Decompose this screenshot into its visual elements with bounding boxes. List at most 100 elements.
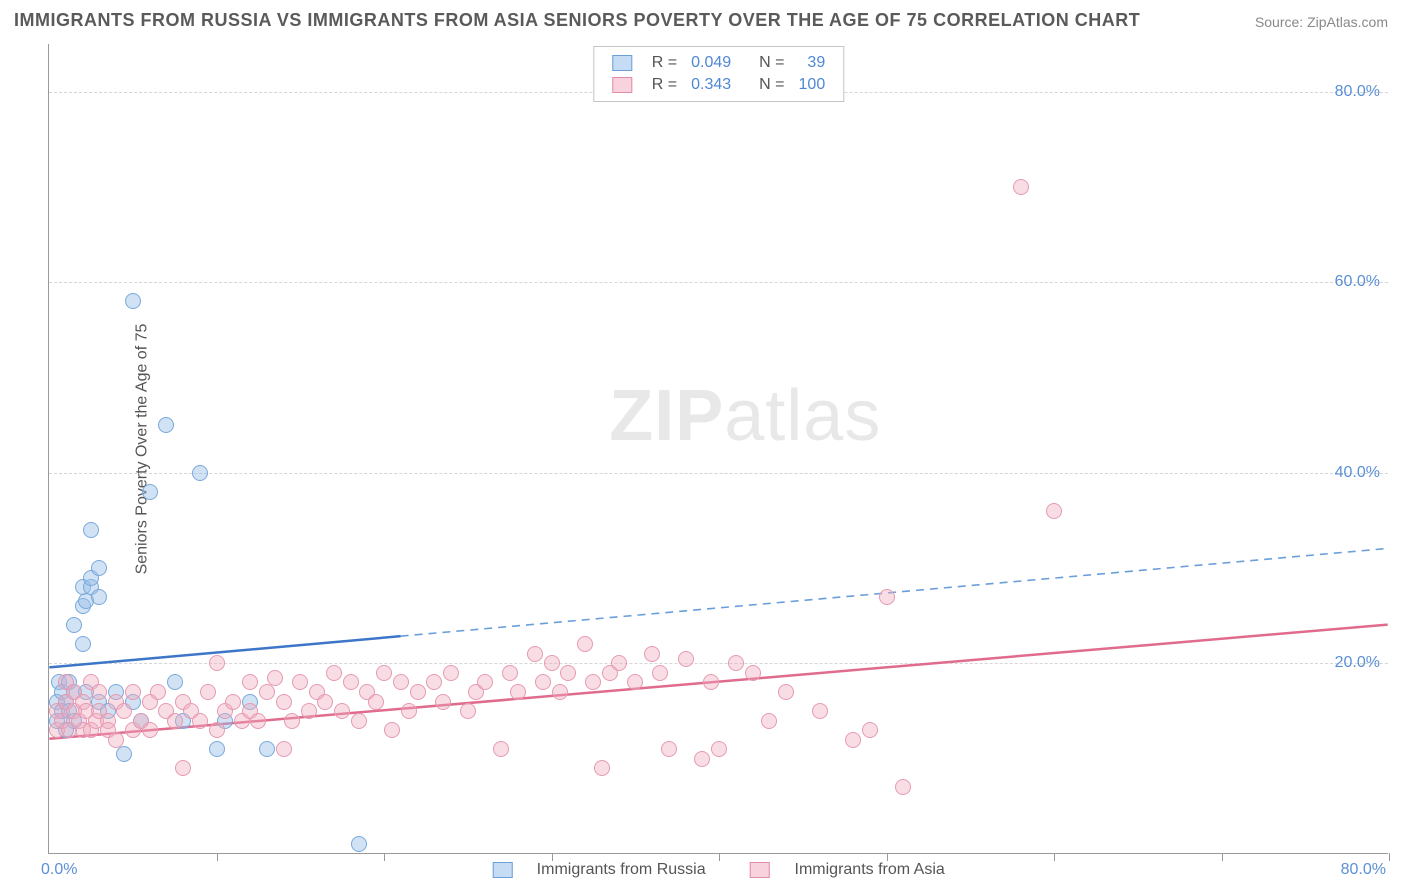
scatter-point-russia bbox=[91, 589, 107, 605]
scatter-point-russia bbox=[125, 293, 141, 309]
scatter-point-asia bbox=[426, 674, 442, 690]
scatter-point-asia bbox=[125, 684, 141, 700]
scatter-point-asia bbox=[661, 741, 677, 757]
scatter-point-asia bbox=[376, 665, 392, 681]
scatter-point-asia bbox=[91, 684, 107, 700]
scatter-point-asia bbox=[895, 779, 911, 795]
scatter-point-asia bbox=[745, 665, 761, 681]
x-tick bbox=[719, 853, 720, 861]
watermark: ZIPatlas bbox=[609, 375, 881, 457]
x-tick bbox=[1054, 853, 1055, 861]
x-tick bbox=[1222, 853, 1223, 861]
scatter-point-asia bbox=[527, 646, 543, 662]
scatter-point-asia bbox=[250, 713, 266, 729]
r-label: R = bbox=[646, 75, 683, 95]
x-tick bbox=[1389, 853, 1390, 861]
scatter-point-asia bbox=[862, 722, 878, 738]
swatch-blue-icon bbox=[612, 55, 632, 71]
source-label: Source: bbox=[1255, 14, 1303, 30]
r-value-asia: 0.343 bbox=[685, 75, 737, 95]
source-attribution: Source: ZipAtlas.com bbox=[1255, 14, 1388, 30]
scatter-point-asia bbox=[276, 741, 292, 757]
gridline bbox=[49, 473, 1388, 474]
scatter-point-asia bbox=[259, 684, 275, 700]
scatter-point-asia bbox=[351, 713, 367, 729]
scatter-point-russia bbox=[142, 484, 158, 500]
legend-item-asia: Immigrants from Asia bbox=[740, 861, 955, 878]
scatter-point-asia bbox=[678, 651, 694, 667]
scatter-point-asia bbox=[209, 655, 225, 671]
scatter-point-asia bbox=[292, 674, 308, 690]
scatter-point-asia bbox=[585, 674, 601, 690]
scatter-point-russia bbox=[209, 741, 225, 757]
n-label: N = bbox=[753, 53, 790, 73]
scatter-point-russia bbox=[116, 746, 132, 762]
scatter-point-russia bbox=[158, 417, 174, 433]
legend-label-russia: Immigrants from Russia bbox=[537, 861, 706, 878]
legend-item-russia: Immigrants from Russia bbox=[482, 861, 720, 878]
scatter-point-asia bbox=[150, 684, 166, 700]
scatter-point-asia bbox=[443, 665, 459, 681]
scatter-point-asia bbox=[703, 674, 719, 690]
scatter-point-asia bbox=[594, 760, 610, 776]
watermark-zip: ZIP bbox=[609, 376, 724, 456]
scatter-point-asia bbox=[301, 703, 317, 719]
x-tick bbox=[887, 853, 888, 861]
swatch-pink-icon bbox=[750, 862, 770, 878]
x-tick bbox=[217, 853, 218, 861]
y-tick-label: 60.0% bbox=[1335, 273, 1380, 291]
watermark-atlas: atlas bbox=[724, 376, 881, 456]
r-label: R = bbox=[646, 53, 683, 73]
y-tick-label: 80.0% bbox=[1335, 83, 1380, 101]
y-tick-label: 40.0% bbox=[1335, 464, 1380, 482]
scatter-point-asia bbox=[627, 674, 643, 690]
correlation-legend: R = 0.049 N = 39 R = 0.343 N = 100 bbox=[593, 46, 844, 102]
scatter-point-asia bbox=[317, 694, 333, 710]
trend-lines bbox=[49, 44, 1388, 853]
scatter-point-asia bbox=[175, 760, 191, 776]
x-tick bbox=[552, 853, 553, 861]
scatter-point-asia bbox=[209, 722, 225, 738]
scatter-point-asia bbox=[493, 741, 509, 757]
scatter-point-asia bbox=[552, 684, 568, 700]
scatter-point-russia bbox=[66, 617, 82, 633]
swatch-pink-icon bbox=[612, 77, 632, 93]
scatter-point-asia bbox=[728, 655, 744, 671]
plot-area: ZIPatlas Seniors Poverty Over the Age of… bbox=[48, 44, 1388, 854]
scatter-point-asia bbox=[1013, 179, 1029, 195]
y-axis-title: Seniors Poverty Over the Age of 75 bbox=[133, 323, 151, 574]
scatter-point-russia bbox=[351, 836, 367, 852]
scatter-point-asia bbox=[812, 703, 828, 719]
scatter-point-asia bbox=[544, 655, 560, 671]
scatter-point-asia bbox=[652, 665, 668, 681]
scatter-point-russia bbox=[75, 636, 91, 652]
scatter-point-asia bbox=[384, 722, 400, 738]
scatter-point-asia bbox=[276, 694, 292, 710]
scatter-point-asia bbox=[1046, 503, 1062, 519]
scatter-point-asia bbox=[694, 751, 710, 767]
chart-title: IMMIGRANTS FROM RUSSIA VS IMMIGRANTS FRO… bbox=[14, 10, 1140, 31]
trendline-ext-russia bbox=[401, 548, 1388, 636]
scatter-point-asia bbox=[560, 665, 576, 681]
scatter-point-asia bbox=[879, 589, 895, 605]
scatter-point-asia bbox=[510, 684, 526, 700]
legend-row-russia: R = 0.049 N = 39 bbox=[606, 53, 831, 73]
scatter-point-asia bbox=[644, 646, 660, 662]
scatter-point-asia bbox=[108, 732, 124, 748]
scatter-point-russia bbox=[259, 741, 275, 757]
scatter-point-asia bbox=[401, 703, 417, 719]
scatter-point-asia bbox=[460, 703, 476, 719]
scatter-point-asia bbox=[192, 713, 208, 729]
scatter-point-russia bbox=[83, 522, 99, 538]
n-value-russia: 39 bbox=[793, 53, 832, 73]
scatter-point-russia bbox=[192, 465, 208, 481]
scatter-point-asia bbox=[845, 732, 861, 748]
series-legend: Immigrants from Russia Immigrants from A… bbox=[472, 861, 965, 879]
scatter-point-asia bbox=[761, 713, 777, 729]
scatter-point-asia bbox=[116, 703, 132, 719]
scatter-point-asia bbox=[242, 674, 258, 690]
scatter-point-asia bbox=[200, 684, 216, 700]
scatter-point-russia bbox=[91, 560, 107, 576]
scatter-point-asia bbox=[410, 684, 426, 700]
swatch-blue-icon bbox=[492, 862, 512, 878]
